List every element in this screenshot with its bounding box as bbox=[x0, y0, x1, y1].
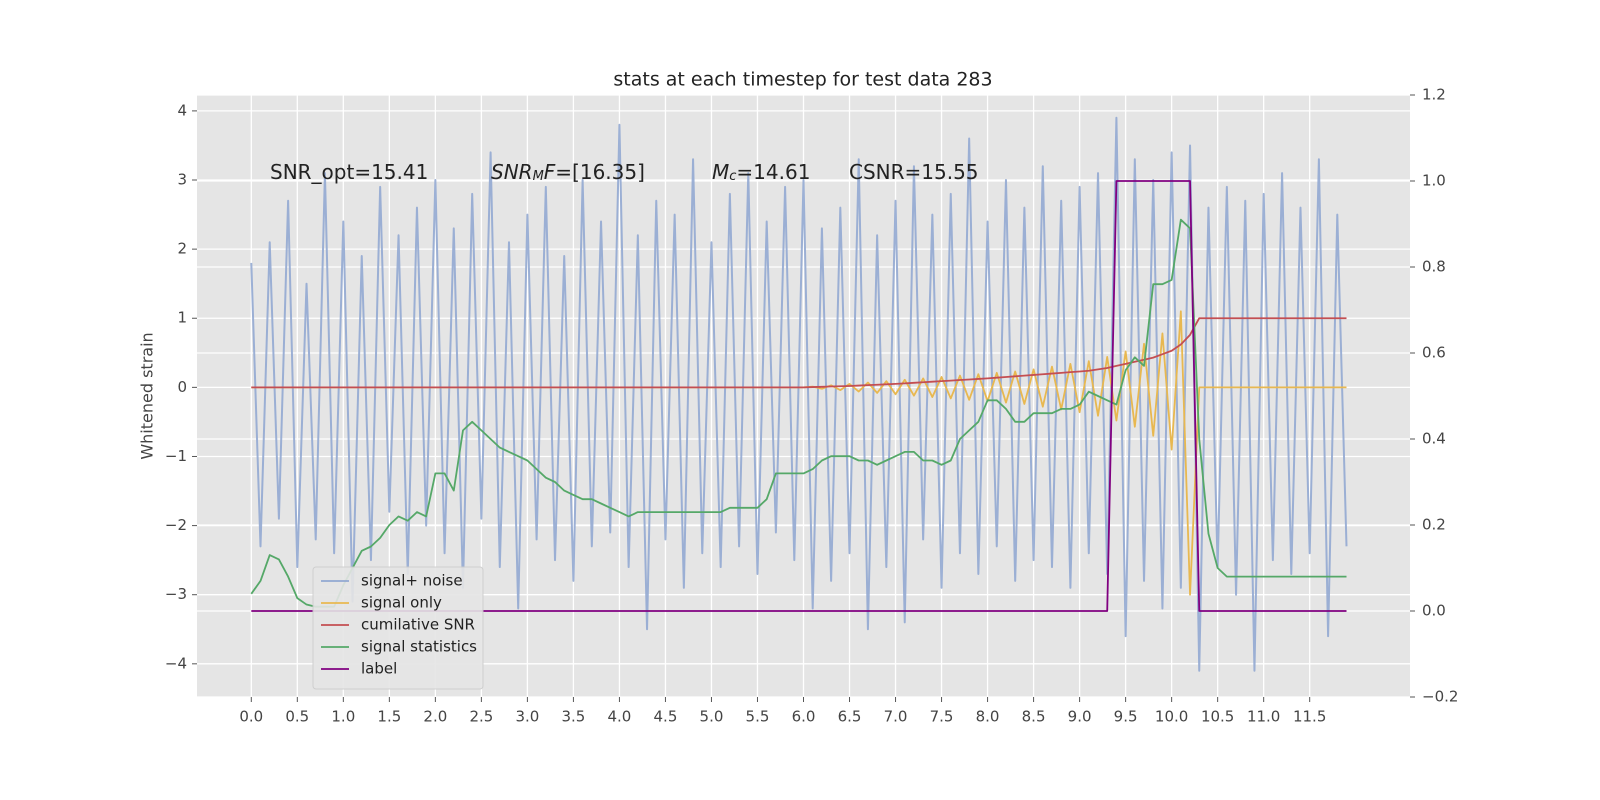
annotation: SNRMF=[16.35] bbox=[491, 160, 645, 185]
x-tick-label: 1.0 bbox=[331, 708, 355, 726]
x-tick-label: 5.5 bbox=[746, 708, 770, 726]
x-tick-label: 9.5 bbox=[1114, 708, 1138, 726]
series-line bbox=[251, 317, 1347, 389]
x-tick-label: 4.5 bbox=[654, 708, 678, 726]
x-tick-label: 6.5 bbox=[838, 708, 862, 726]
y2-tick-label: 0.6 bbox=[1422, 344, 1446, 362]
y-tick-label: 1 bbox=[177, 309, 187, 327]
x-tick-label: 10.0 bbox=[1155, 708, 1188, 726]
y-tick-label: 4 bbox=[177, 101, 187, 119]
annotation-part: c bbox=[729, 169, 736, 184]
legend-box bbox=[312, 566, 484, 690]
x-tick-label: 11.0 bbox=[1247, 708, 1280, 726]
x-tick-label: 1.5 bbox=[377, 708, 401, 726]
annotation-part: M bbox=[533, 169, 544, 184]
x-tick-label: 6.0 bbox=[792, 708, 816, 726]
annotation-part: =[16.35] bbox=[555, 160, 645, 184]
chart-title: stats at each timestep for test data 283 bbox=[613, 69, 992, 91]
x-tick-label: 4.0 bbox=[608, 708, 632, 726]
annotation-part: M bbox=[712, 160, 729, 184]
x-tick-label: 8.5 bbox=[1022, 708, 1046, 726]
series-line bbox=[250, 218, 1347, 608]
y2-tick-label: 1.2 bbox=[1422, 86, 1446, 104]
legend: signal+ noise signal only cumilative SNR si… bbox=[312, 566, 484, 690]
annotation-part: =14.61 bbox=[736, 160, 810, 184]
y-tick-label: −1 bbox=[165, 447, 187, 465]
annotation: Mc=14.61 bbox=[712, 160, 810, 185]
legend-label: signal statistics bbox=[361, 638, 477, 656]
y2-tick-label: 0.2 bbox=[1422, 516, 1446, 534]
x-tick-label: 3.0 bbox=[515, 708, 539, 726]
legend-label: cumilative SNR bbox=[361, 616, 475, 634]
x-tick-label: 5.0 bbox=[700, 708, 724, 726]
x-tick-label: 8.0 bbox=[976, 708, 1000, 726]
legend-label: signal+ noise bbox=[361, 572, 463, 590]
x-tick-label: 2.0 bbox=[423, 708, 447, 726]
legend-label: label bbox=[361, 660, 397, 678]
y-tick-label: −4 bbox=[165, 654, 187, 672]
y2-tick-label: 0.4 bbox=[1422, 430, 1446, 448]
x-tick-label: 0.5 bbox=[285, 708, 309, 726]
series-line bbox=[250, 116, 1348, 672]
y2-tick-label: 1.0 bbox=[1422, 172, 1446, 190]
x-tick-label: 7.5 bbox=[930, 708, 954, 726]
x-tick-label: 2.5 bbox=[469, 708, 493, 726]
annotation-part: SNR bbox=[491, 160, 533, 184]
annotation: CSNR=15.55 bbox=[849, 160, 979, 184]
x-tick-label: 10.5 bbox=[1201, 708, 1234, 726]
x-tick-label: 9.0 bbox=[1068, 708, 1092, 726]
annotation-part: CSNR=15.55 bbox=[849, 160, 979, 184]
y-tick-label: −3 bbox=[165, 585, 187, 603]
y-tick-label: 0 bbox=[177, 378, 187, 396]
y-tick-label: 3 bbox=[177, 171, 187, 189]
y2-tick-label: 0.8 bbox=[1422, 258, 1446, 276]
x-tick-label: 7.0 bbox=[884, 708, 908, 726]
y2-tick-label: −0.2 bbox=[1422, 688, 1458, 706]
annotation-part: F bbox=[544, 160, 556, 184]
legend-label: signal only bbox=[361, 594, 442, 612]
annotation: SNR_opt=15.41 bbox=[270, 160, 428, 184]
y-axis-label: Whitened strain bbox=[138, 332, 157, 459]
x-tick-label: 0.0 bbox=[239, 708, 263, 726]
x-tick-label: 3.5 bbox=[561, 708, 585, 726]
y-tick-label: 2 bbox=[177, 240, 187, 258]
x-tick-label: 11.5 bbox=[1293, 708, 1326, 726]
y2-tick-label: 0.0 bbox=[1422, 602, 1446, 620]
annotation-part: SNR_opt=15.41 bbox=[270, 160, 428, 184]
y-tick-label: −2 bbox=[165, 516, 187, 534]
